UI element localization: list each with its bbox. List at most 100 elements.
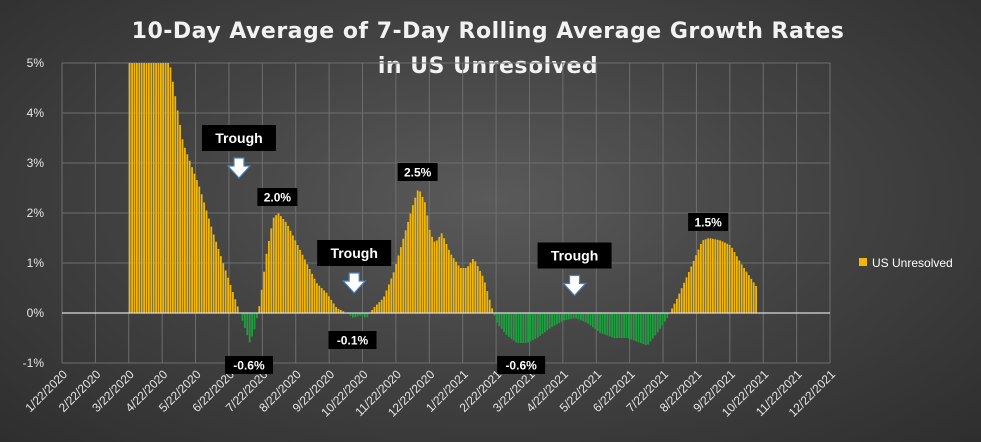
bar — [577, 313, 580, 320]
bar — [711, 238, 714, 313]
trough-text: Trough — [215, 130, 262, 146]
trough-callout: Trough — [317, 240, 392, 294]
bar — [659, 313, 661, 329]
bar — [469, 262, 472, 313]
bar — [162, 63, 165, 313]
bar — [191, 167, 193, 313]
bar — [265, 253, 268, 313]
bar — [750, 278, 753, 313]
bar — [596, 313, 599, 331]
bar — [359, 313, 361, 316]
bar — [505, 313, 508, 335]
bar — [354, 313, 357, 318]
bar — [618, 313, 621, 338]
bar — [164, 63, 167, 313]
bar — [611, 313, 613, 338]
y-tick-label: 5% — [27, 56, 45, 70]
bar — [563, 313, 565, 321]
bar — [251, 313, 253, 337]
bar — [733, 252, 736, 313]
bar — [135, 63, 138, 313]
bar — [128, 63, 131, 313]
bar — [536, 313, 539, 338]
bar — [627, 313, 630, 339]
bar — [351, 313, 354, 318]
bar — [219, 256, 222, 313]
bar — [637, 313, 640, 343]
bar — [515, 313, 517, 343]
data-label: 1.5% — [688, 213, 729, 231]
bar — [380, 299, 383, 313]
bar — [171, 81, 174, 313]
bar — [719, 240, 721, 313]
bar — [299, 249, 301, 313]
chart-title-line-1: 10-Day Average of 7-Day Rolling Average … — [132, 19, 845, 44]
bar — [481, 275, 484, 313]
bar — [212, 234, 215, 313]
bar — [145, 63, 148, 313]
bar — [747, 275, 750, 313]
bar — [356, 313, 359, 317]
bar — [519, 313, 522, 343]
bar — [193, 173, 196, 313]
y-axis-ticks: -1% 0% 1% 2% 3% 4% 5% — [23, 56, 45, 370]
y-tick-label: 4% — [27, 106, 45, 120]
bar — [656, 313, 659, 333]
bar — [138, 63, 141, 313]
bar — [313, 278, 316, 313]
bar — [378, 302, 381, 313]
data-label: 2.0% — [257, 188, 298, 206]
y-tick-label: 3% — [27, 156, 45, 170]
bar — [510, 313, 513, 339]
bar — [738, 260, 741, 313]
trough-callout: Trough — [537, 242, 612, 297]
bar — [260, 289, 263, 313]
bar — [716, 239, 719, 313]
bar — [447, 249, 450, 313]
bar — [649, 313, 652, 342]
bar — [294, 240, 297, 313]
bar — [507, 313, 510, 337]
bar — [517, 313, 520, 343]
bar — [594, 313, 597, 330]
bar — [476, 266, 479, 313]
bar — [174, 96, 177, 313]
data-label-box — [224, 356, 273, 374]
down-arrow-icon — [562, 274, 587, 297]
data-label-text: 1.5% — [694, 216, 722, 230]
bar — [246, 313, 249, 336]
bar — [176, 110, 179, 313]
bar — [207, 218, 210, 313]
bar — [529, 313, 532, 342]
bar — [301, 254, 304, 313]
bar — [375, 304, 378, 313]
bar — [157, 63, 160, 313]
bar — [608, 313, 611, 337]
bar — [140, 63, 143, 313]
bar — [584, 313, 587, 323]
bar — [147, 63, 150, 313]
bar — [495, 313, 498, 323]
bar — [606, 313, 609, 336]
bar — [565, 313, 568, 320]
data-label-box — [688, 213, 729, 231]
bar — [234, 299, 237, 313]
x-axis-ticks: 1/22/20202/22/20203/22/20204/22/20205/22… — [22, 367, 838, 420]
bar — [541, 313, 544, 334]
bar — [332, 303, 335, 313]
bar — [198, 186, 201, 313]
bar — [457, 265, 460, 313]
bar — [709, 238, 712, 313]
bar — [195, 180, 198, 313]
bar — [392, 272, 395, 313]
data-labels: 2.0% -0.1% -0.6% 2.5% -0.6% 1.5% — [224, 163, 729, 374]
legend-label: US Unresolved — [872, 256, 953, 270]
bar — [385, 290, 388, 313]
bar — [306, 264, 309, 313]
bar — [186, 154, 189, 313]
bar — [654, 313, 657, 336]
bar — [572, 313, 575, 319]
bar — [431, 236, 433, 313]
data-label: -0.6% — [224, 356, 273, 374]
bar — [407, 221, 409, 313]
